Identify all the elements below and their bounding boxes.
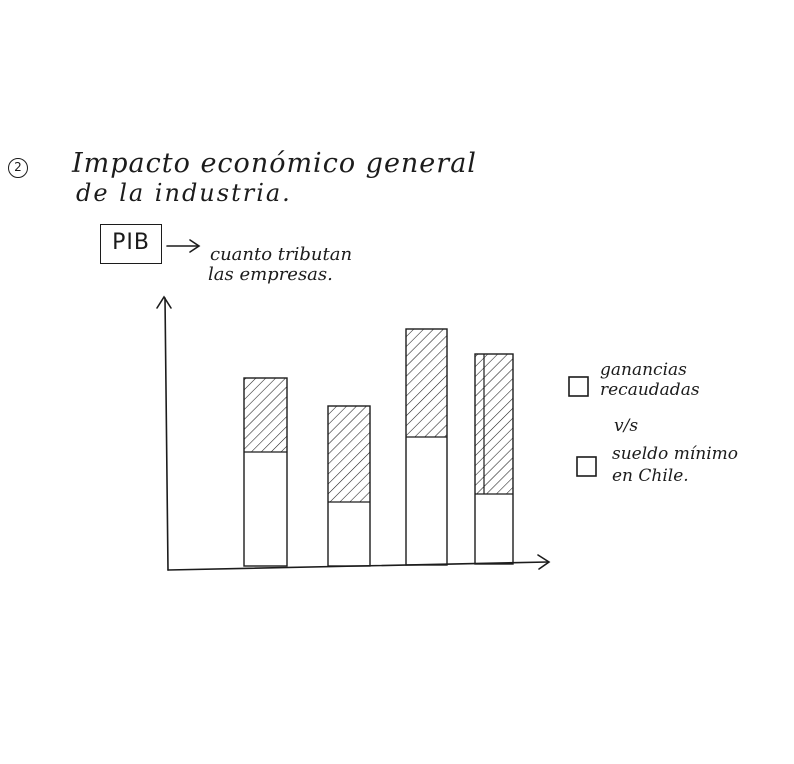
title-line-1: Impacto económico general xyxy=(72,148,477,179)
bar-3-hatched xyxy=(406,329,447,437)
legend-separator: v/s xyxy=(614,416,639,436)
bar-4-hatched xyxy=(475,354,513,494)
bar-2-hatched xyxy=(328,406,370,502)
pib-arrow-icon xyxy=(166,239,201,253)
bar-4 xyxy=(474,353,514,565)
bar-1 xyxy=(243,377,288,567)
title-line-2: de la industria. xyxy=(76,179,292,207)
bar-4-outline xyxy=(474,353,514,565)
section-number: 2 xyxy=(8,158,28,178)
pib-box: PIB xyxy=(100,224,162,264)
legend-item-2-line-1: sueldo mínimo xyxy=(612,444,738,464)
bar-3 xyxy=(405,328,448,566)
pib-note-line-2: las empresas. xyxy=(208,264,333,285)
legend-1-checkbox-icon xyxy=(568,376,589,397)
bar-3-outline xyxy=(405,328,448,566)
pib-note-line-1: cuanto tributan xyxy=(210,244,353,265)
legend-2-checkbox-icon xyxy=(576,456,597,477)
legend-item-1-line-2: recaudadas xyxy=(600,380,700,400)
bar-2 xyxy=(327,405,371,567)
legend-item-2-line-2: en Chile. xyxy=(612,466,689,486)
bar-2-outline xyxy=(327,405,371,567)
legend-item-1-line-1: ganancias xyxy=(600,360,687,380)
y-axis xyxy=(156,295,172,571)
bar-1-outline xyxy=(243,377,288,567)
x-axis xyxy=(167,554,551,571)
bar-1-hatched xyxy=(244,378,287,452)
